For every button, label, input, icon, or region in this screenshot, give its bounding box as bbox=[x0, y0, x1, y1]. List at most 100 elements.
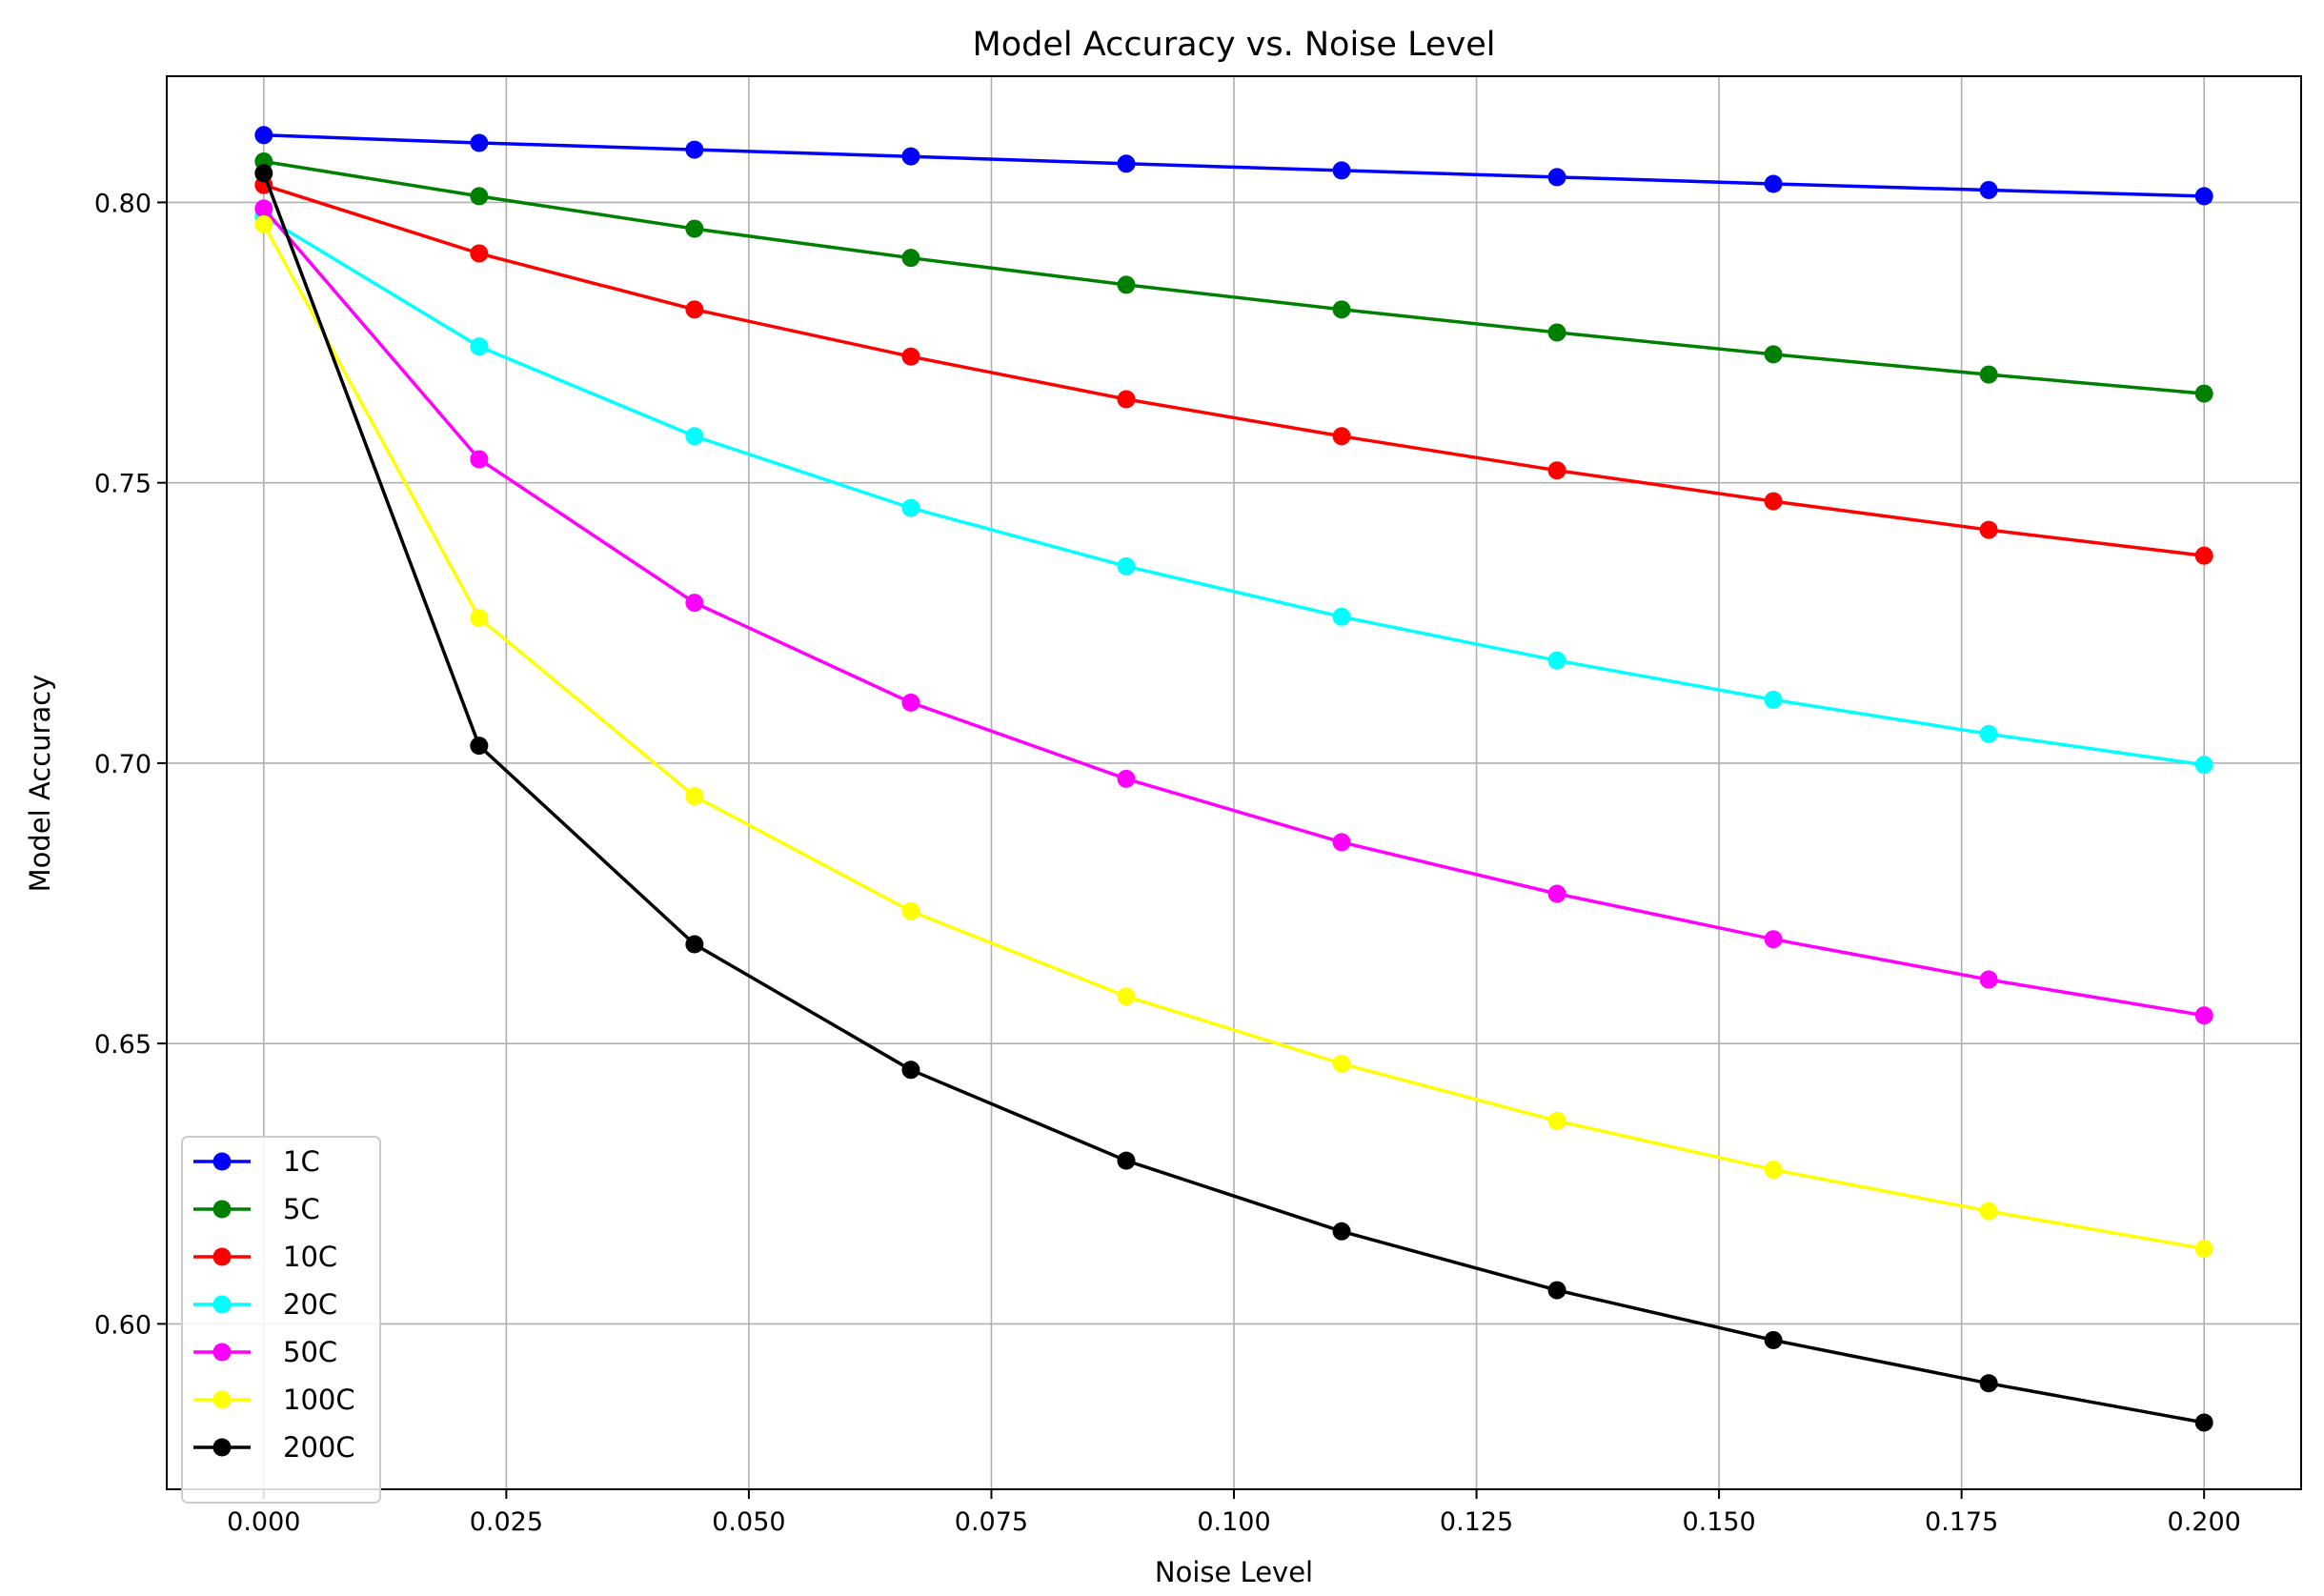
data-point bbox=[2194, 1413, 2213, 1432]
data-point bbox=[2194, 187, 2213, 206]
data-point bbox=[901, 249, 920, 268]
series-group bbox=[254, 126, 2213, 1432]
data-point bbox=[470, 337, 489, 356]
y-tick-label: 0.80 bbox=[94, 189, 152, 218]
data-point bbox=[901, 498, 920, 517]
data-point bbox=[901, 147, 920, 166]
x-tick-label: 0.200 bbox=[2168, 1507, 2241, 1537]
data-point bbox=[2194, 384, 2213, 403]
data-point bbox=[1979, 1202, 1998, 1221]
legend-marker bbox=[212, 1295, 232, 1314]
data-point bbox=[1332, 161, 1351, 180]
data-point bbox=[254, 126, 273, 145]
legend-marker bbox=[212, 1343, 232, 1362]
legend: 1C 5C 10C 20C 50C 100C 200C bbox=[181, 1136, 381, 1504]
data-point bbox=[685, 787, 704, 806]
data-point bbox=[1117, 987, 1136, 1006]
data-point bbox=[1979, 724, 1998, 743]
legend-box bbox=[181, 1136, 381, 1504]
y-tick-label: 0.65 bbox=[94, 1030, 152, 1060]
data-point bbox=[1547, 651, 1566, 670]
data-point bbox=[901, 347, 920, 366]
series-100c bbox=[254, 214, 2213, 1259]
y-tick-label: 0.60 bbox=[94, 1310, 152, 1340]
y-tick-label: 0.70 bbox=[94, 750, 152, 779]
data-point bbox=[1547, 323, 1566, 342]
legend-label: 1C bbox=[283, 1145, 320, 1178]
data-point bbox=[470, 608, 489, 627]
data-point bbox=[470, 187, 489, 206]
series-10c bbox=[254, 175, 2213, 565]
data-point bbox=[1332, 833, 1351, 852]
x-tick-label: 0.025 bbox=[470, 1507, 543, 1537]
data-point bbox=[1979, 970, 1998, 989]
x-tick-label: 0.175 bbox=[1925, 1507, 1998, 1537]
data-point bbox=[1547, 1281, 1566, 1300]
data-point bbox=[685, 427, 704, 446]
data-point bbox=[1547, 168, 1566, 187]
data-point bbox=[1979, 520, 1998, 539]
x-tick-label: 0.100 bbox=[1197, 1507, 1270, 1537]
series-line bbox=[262, 172, 2205, 1424]
data-point bbox=[685, 219, 704, 238]
series-line bbox=[263, 183, 2205, 557]
data-point bbox=[1764, 690, 1783, 709]
data-point bbox=[1547, 1111, 1566, 1130]
data-point bbox=[1764, 930, 1783, 949]
x-tick-label: 0.125 bbox=[1440, 1507, 1513, 1537]
data-point bbox=[1332, 427, 1351, 446]
data-point bbox=[1332, 607, 1351, 626]
data-point bbox=[901, 901, 920, 920]
x-tick-label: 0.000 bbox=[227, 1507, 300, 1537]
x-tick-label: 0.150 bbox=[1682, 1507, 1755, 1537]
x-axis-label: Noise Level bbox=[1155, 1556, 1313, 1588]
legend-label: 10C bbox=[283, 1241, 337, 1273]
series-line bbox=[263, 133, 2205, 198]
grid bbox=[167, 76, 2301, 1489]
data-point bbox=[1117, 154, 1136, 173]
data-point bbox=[1117, 275, 1136, 294]
data-point bbox=[1117, 1151, 1136, 1170]
data-point bbox=[901, 693, 920, 712]
data-point bbox=[1117, 556, 1136, 576]
data-point bbox=[470, 244, 489, 263]
data-point bbox=[685, 935, 704, 954]
legend-marker bbox=[212, 1152, 232, 1171]
data-point bbox=[685, 300, 704, 319]
data-point bbox=[2194, 1006, 2213, 1025]
y-axis-label: Model Accuracy bbox=[24, 675, 56, 893]
series-1c bbox=[254, 126, 2213, 206]
legend-label: 20C bbox=[283, 1288, 337, 1321]
data-point bbox=[2194, 1240, 2213, 1259]
data-point bbox=[1764, 492, 1783, 511]
legend-label: 200C bbox=[283, 1431, 355, 1464]
data-point bbox=[685, 140, 704, 159]
data-point bbox=[1764, 1330, 1783, 1349]
data-point bbox=[1979, 1374, 1998, 1393]
data-point bbox=[1117, 769, 1136, 788]
series-5c bbox=[254, 152, 2213, 403]
data-point bbox=[254, 164, 273, 183]
series-line bbox=[263, 159, 2205, 395]
legend-marker bbox=[212, 1390, 232, 1409]
series-50c bbox=[254, 199, 2213, 1025]
data-point bbox=[470, 450, 489, 469]
data-point bbox=[1332, 1054, 1351, 1073]
data-point bbox=[1332, 300, 1351, 319]
ticks: 0.000 0.025 0.050 0.075 0.100 0.125 0.150 0.175… bbox=[94, 189, 2241, 1537]
legend-label: 100C bbox=[283, 1384, 355, 1416]
data-point bbox=[470, 737, 489, 756]
x-tick-label: 0.075 bbox=[955, 1507, 1028, 1537]
data-point bbox=[1332, 1222, 1351, 1241]
chart-title: Model Accuracy vs. Noise Level bbox=[973, 26, 1496, 64]
data-point bbox=[1764, 174, 1783, 193]
legend-marker bbox=[212, 1438, 232, 1457]
data-point bbox=[1547, 884, 1566, 903]
data-point bbox=[901, 1061, 920, 1080]
legend-marker bbox=[212, 1200, 232, 1219]
series-line bbox=[262, 223, 2205, 1251]
series-200c bbox=[254, 164, 2213, 1432]
data-point bbox=[2194, 546, 2213, 565]
